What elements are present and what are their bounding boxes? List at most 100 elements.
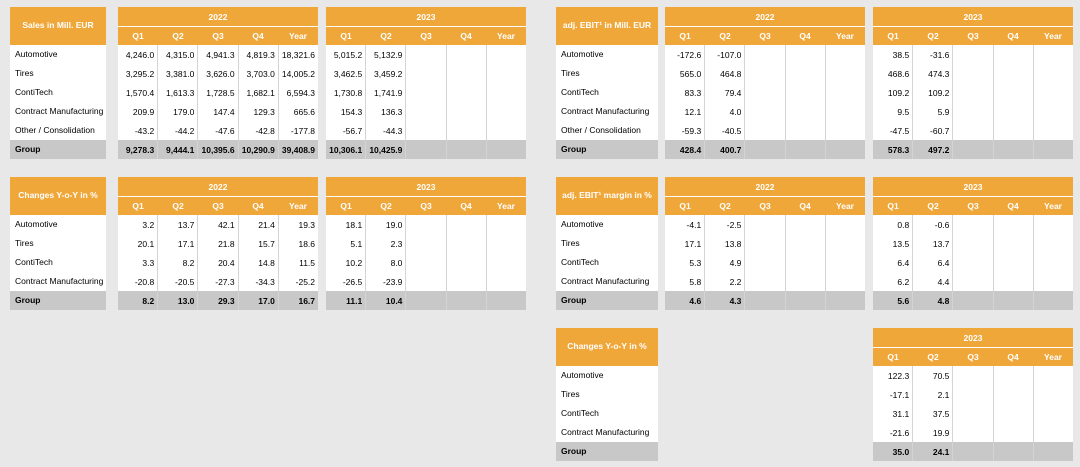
- table-row: 17.1 13.8: [665, 234, 865, 253]
- row-label-contract-manufacturing: Contract Manufacturing: [561, 106, 650, 116]
- quarter-header: Q1: [340, 31, 352, 41]
- table-cell: [406, 234, 447, 253]
- table-cell: 13.7: [913, 234, 954, 253]
- table-cell: [1034, 404, 1073, 423]
- table-cell: [826, 45, 865, 64]
- table-cell: [953, 423, 994, 442]
- table-row: 12.1 4.0: [665, 102, 865, 121]
- table-cell: 400.7: [705, 140, 746, 159]
- table-cell: [745, 234, 786, 253]
- table-cell: [826, 83, 865, 102]
- table-cell: 70.5: [913, 366, 954, 385]
- quarter-header: Q2: [927, 352, 939, 362]
- table-cell: 10.2: [326, 253, 367, 272]
- table-cell: [745, 102, 786, 121]
- table-cell: 24.1: [913, 442, 954, 461]
- quarter-header: Q4: [799, 31, 811, 41]
- quarter-header: Q4: [460, 31, 472, 41]
- table-cell: [786, 102, 826, 121]
- table-cell: [826, 102, 865, 121]
- quarter-header: Q2: [380, 31, 392, 41]
- table-cell: 4.3: [705, 291, 746, 310]
- table-cell: 6,594.3: [286, 87, 316, 98]
- table-cell: [1034, 385, 1073, 404]
- row-label-group: Group: [10, 291, 106, 310]
- table-row: 9.5 5.9: [873, 102, 1073, 121]
- row-label-contract-manufacturing: Contract Manufacturing: [15, 276, 104, 286]
- table-cell: [953, 385, 994, 404]
- table-row: 10.2 8.0: [326, 253, 526, 272]
- table-cell: 497.2: [913, 140, 954, 159]
- table-cell: 122.3: [873, 366, 914, 385]
- data-rows: 0.8 -0.6 13.5 13.7 6.4 6.4 6.2 4.4 5.6 4.8: [873, 215, 1073, 310]
- table-row: -17.1 2.1: [873, 385, 1073, 404]
- quarter-header: Q4: [460, 201, 472, 211]
- table-cell: [826, 121, 865, 140]
- quarter-header: Q1: [887, 31, 899, 41]
- table-cell: [786, 45, 826, 64]
- table-cell: 14.8: [239, 253, 279, 272]
- sales-table-title: Sales in Mill. EUR: [10, 7, 106, 45]
- table-cell: [406, 215, 447, 234]
- table-cell: [826, 64, 865, 83]
- table-cell: [994, 272, 1034, 291]
- table-cell: -60.7: [913, 121, 954, 140]
- row-label-automotive: Automotive: [561, 49, 604, 59]
- table-cell: [745, 121, 786, 140]
- table-cell: 1,728.5: [198, 83, 239, 102]
- table-cell: 18.6: [298, 238, 316, 249]
- table-cell: 474.3: [913, 64, 954, 83]
- table-row: 109.2 109.2: [873, 83, 1073, 102]
- table-cell: [786, 83, 826, 102]
- table-cell: [447, 45, 487, 64]
- table-cell: [406, 253, 447, 272]
- table-cell: [447, 215, 487, 234]
- margin-2023-block: 2023 Q1 Q2 Q3 Q4 Year 0.8 -0.6 13.5 13.7 6.4…: [873, 177, 1073, 310]
- table-cell: -44.2: [158, 121, 199, 140]
- table-cell: [826, 253, 865, 272]
- table-cell: [447, 291, 487, 310]
- table-cell: [406, 291, 447, 310]
- table-cell: 565.0: [665, 64, 706, 83]
- table-cell: [406, 45, 447, 64]
- table-cell: [786, 215, 826, 234]
- table-row: 18.1 19.0: [326, 215, 526, 234]
- ebit-2023-block: 2023 Q1 Q2 Q3 Q4 Year 38.5 -31.6 468.6 474.…: [873, 7, 1073, 159]
- table-cell: [953, 45, 994, 64]
- row-label-contract-manufacturing: Contract Manufacturing: [561, 427, 650, 437]
- table-row: 5.1 2.3: [326, 234, 526, 253]
- table-cell: 6.2: [873, 272, 914, 291]
- table-cell: [1034, 366, 1073, 385]
- table-row: -172.6 -107.0: [665, 45, 865, 64]
- table-cell: [487, 45, 526, 64]
- group-row: 35.0 24.1: [873, 442, 1073, 461]
- table-row: 0.8 -0.6: [873, 215, 1073, 234]
- table-cell: -59.3: [665, 121, 706, 140]
- table-row: 5.3 4.9: [665, 253, 865, 272]
- row-label-group: Group: [556, 291, 658, 310]
- sales-changes-2023-block: 2023 Q1 Q2 Q3 Q4 Year 18.1 19.0 5.1 2.3 10.2…: [326, 177, 526, 310]
- table-row: 4,246.0 4,315.0 4,941.3 4,819.3 18,321.6: [118, 45, 318, 64]
- quarter-header-row: Q1 Q2 Q3 Q4 Year: [665, 27, 865, 45]
- table-cell: 5.6: [873, 291, 914, 310]
- table-cell: [994, 442, 1034, 461]
- table-cell: 8.2: [118, 291, 159, 310]
- table-cell: -27.3: [198, 272, 239, 291]
- table-cell: [786, 253, 826, 272]
- table-cell: 1,570.4: [118, 83, 159, 102]
- table-cell: [1034, 272, 1073, 291]
- table-cell: 42.1: [198, 215, 239, 234]
- table-cell: -17.1: [873, 385, 914, 404]
- table-cell: [826, 234, 865, 253]
- row-label-tires: Tires: [15, 238, 34, 248]
- table-row: 13.5 13.7: [873, 234, 1073, 253]
- table-cell: 18.1: [326, 215, 367, 234]
- table-cell: [406, 83, 447, 102]
- table-cell: 2.2: [705, 272, 746, 291]
- data-rows: 122.3 70.5 -17.1 2.1 31.1 37.5 -21.6 19.9 35.0 24…: [873, 366, 1073, 461]
- quarter-header: Q3: [212, 31, 224, 41]
- data-rows: -172.6 -107.0 565.0 464.8 83.3 79.4 12.1 4.0 -59…: [665, 45, 865, 159]
- sales-2022-block: 2022 Q1 Q2 Q3 Q4 Year 4,246.0 4,315.0 4,94…: [118, 7, 318, 159]
- table-cell: [1034, 140, 1073, 159]
- table-cell: [953, 291, 994, 310]
